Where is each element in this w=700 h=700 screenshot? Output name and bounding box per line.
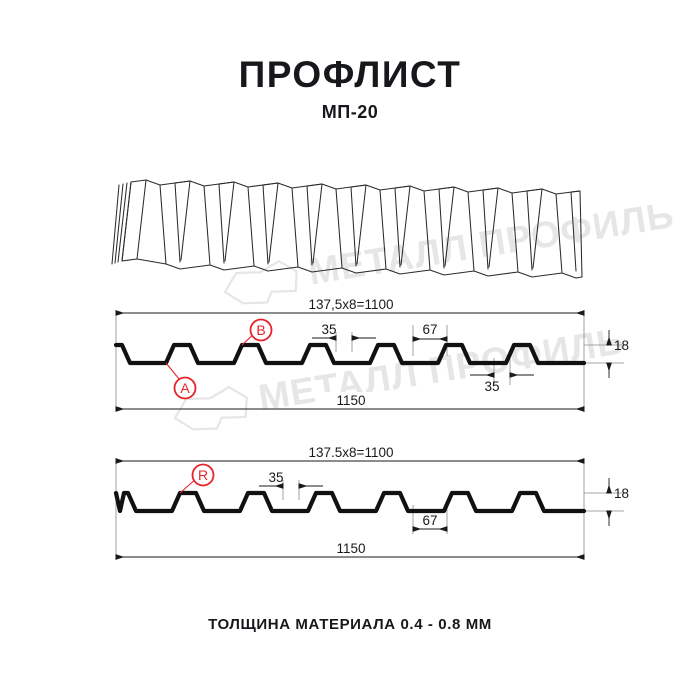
height-label: 18 bbox=[614, 338, 629, 353]
watermark-isometric: МЕТАЛЛ ПРОФИЛЬ bbox=[223, 194, 677, 305]
dimension-height-section-one: 18 bbox=[606, 330, 629, 378]
dimension-overall-width-section-one: 1150 bbox=[115, 392, 585, 412]
page-subtitle: МП-20 bbox=[321, 102, 379, 122]
material-thickness-note: ТОЛЩИНА МАТЕРИАЛА 0.4 - 0.8 ММ bbox=[208, 616, 492, 633]
dimension-working-width-section-two: 137.5x8=1100 bbox=[115, 444, 585, 464]
crest-width-2-label: 35 bbox=[484, 379, 499, 394]
callout-a: A bbox=[165, 362, 197, 400]
callout-r-circle bbox=[191, 463, 215, 487]
page-title: ПРОФЛИСТ bbox=[238, 54, 462, 95]
dimension-working-width-section-one: 137,5x8=1100 bbox=[115, 296, 585, 316]
profile-outline-section-two bbox=[113, 490, 587, 514]
dimension-overall-width-section-two: 1150 bbox=[115, 540, 585, 560]
callout-a-label: A bbox=[180, 380, 190, 396]
callout-b-circle bbox=[249, 318, 273, 342]
crest-width-label: 35 bbox=[321, 322, 336, 337]
callout-r-label: R bbox=[198, 467, 208, 483]
dimension-height-section-two: 18 bbox=[606, 478, 629, 526]
crest-width-label: 35 bbox=[268, 470, 283, 485]
callout-r: R bbox=[179, 463, 215, 494]
watermark-section-one: МЕТАЛЛ ПРОФИЛЬ bbox=[173, 320, 627, 431]
cross-section-one: 137,5x8=1100 1150 35 67 35 bbox=[113, 296, 629, 412]
dimension-crest-width-2-section-one: 35 bbox=[470, 372, 534, 394]
profile-outline-section-one bbox=[113, 342, 587, 366]
brand-logo-shape bbox=[223, 259, 298, 305]
dimension-trough-width-section-one: 67 bbox=[412, 322, 448, 342]
dimension-crest-width-section-two: 35 bbox=[259, 470, 323, 489]
working-width-label: 137.5x8=1100 bbox=[309, 445, 394, 460]
callout-a-circle bbox=[173, 376, 197, 400]
callout-b-label: B bbox=[256, 322, 265, 338]
cross-section-two: 137.5x8=1100 1150 35 67 18 bbox=[113, 444, 629, 560]
overall-width-label: 1150 bbox=[336, 393, 365, 408]
height-label: 18 bbox=[614, 486, 629, 501]
working-width-label: 137,5x8=1100 bbox=[309, 297, 394, 312]
dimension-trough-width-section-two: 67 bbox=[412, 513, 448, 532]
trough-width-label: 67 bbox=[422, 513, 437, 528]
dimension-crest-width-section-one: 35 bbox=[312, 322, 376, 341]
profiled-sheet-3d-view bbox=[111, 179, 583, 279]
trough-width-label: 67 bbox=[422, 322, 437, 337]
callout-b: B bbox=[241, 318, 273, 346]
overall-width-label: 1150 bbox=[336, 541, 365, 556]
watermark-text: МЕТАЛЛ ПРОФИЛЬ bbox=[256, 320, 627, 418]
